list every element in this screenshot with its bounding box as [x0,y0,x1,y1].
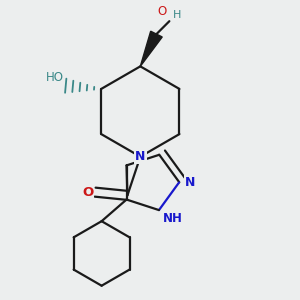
Text: NH: NH [163,212,183,225]
Text: O: O [82,186,94,199]
Text: O: O [158,5,167,18]
Text: N: N [135,150,146,163]
Text: N: N [185,176,195,189]
Polygon shape [140,31,162,66]
Text: HO: HO [46,71,64,84]
Text: H: H [172,10,181,20]
